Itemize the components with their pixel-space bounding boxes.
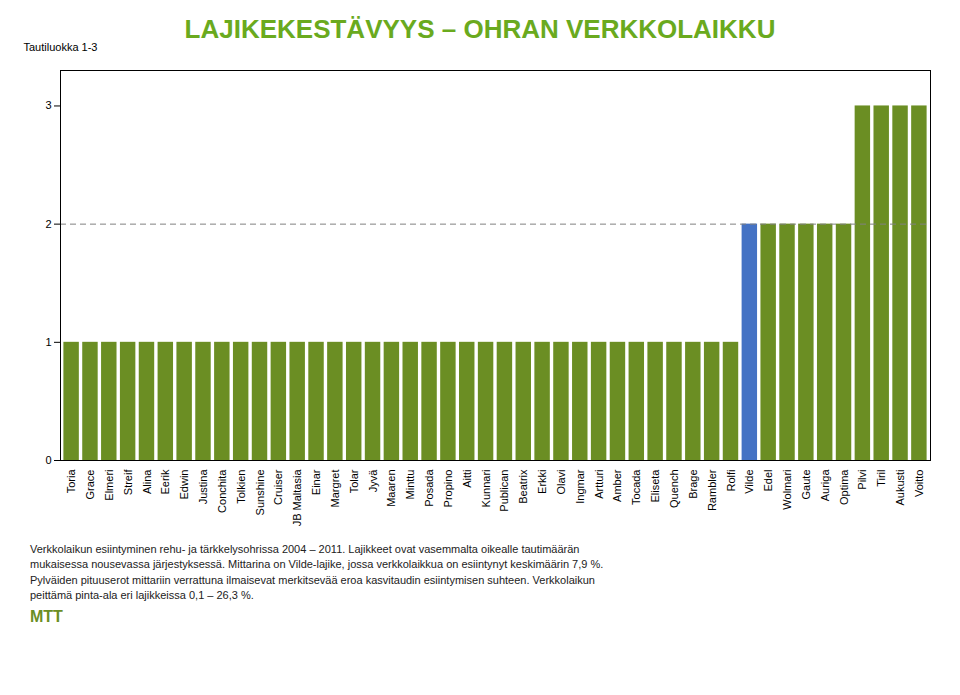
svg-text:Alina: Alina [140,469,152,494]
svg-text:3: 3 [45,99,51,111]
html-text:Verkkolaikun esiintyminen rehu: Verkkolaikun esiintyminen rehu- ja tärkk… [30,543,580,555]
svg-text:Edel: Edel [762,470,774,492]
svg-text:Quench: Quench [668,470,680,509]
svg-text:Sunshine: Sunshine [254,470,266,516]
svg-text:Minttu: Minttu [404,470,416,500]
svg-text:Erkki: Erkki [536,470,548,494]
svg-text:Publican: Publican [498,470,510,512]
svg-text:Wolmari: Wolmari [781,470,793,510]
svg-text:JB Maltasia: JB Maltasia [291,469,303,527]
svg-text:Optima: Optima [838,469,850,505]
svg-text:Grace: Grace [84,470,96,500]
svg-text:Tiril: Tiril [875,470,887,487]
svg-text:Beatrix: Beatrix [517,469,529,504]
svg-text:Edwin: Edwin [178,470,190,500]
svg-text:Vilde: Vilde [743,470,755,494]
svg-text:Elmeri: Elmeri [103,470,115,501]
svg-text:Artturi: Artturi [593,470,605,499]
svg-text:1: 1 [45,336,51,348]
html-text:LAJIKEKESTÄVYYS – OHRAN VERKKO: LAJIKEKESTÄVYYS – OHRAN VERKKOLAIKKU [184,14,776,44]
svg-text:Voitto: Voitto [913,470,925,498]
svg-text:Tocada: Tocada [630,469,642,505]
svg-text:Einar: Einar [310,469,322,495]
svg-text:Gaute: Gaute [800,470,812,500]
svg-text:Margret: Margret [329,470,341,508]
svg-text:Ingmar: Ingmar [574,469,586,504]
svg-text:Eerik: Eerik [159,469,171,495]
svg-text:Brage: Brage [687,470,699,499]
svg-text:Pilvi: Pilvi [856,470,868,490]
svg-text:2: 2 [45,218,51,230]
svg-text:Jyvä: Jyvä [367,469,379,493]
svg-text:Aukusti: Aukusti [894,470,906,506]
svg-text:0: 0 [45,454,51,466]
svg-text:Toria: Toria [65,469,77,494]
html-text:peittämä pinta-ala eri lajikke: peittämä pinta-ala eri lajikkeissa 0,1 –… [30,589,254,602]
svg-text:Tolkien: Tolkien [235,470,247,504]
html-text:mukaisessa nousevassa järjesty: mukaisessa nousevassa järjestyksessä. Mi… [30,558,604,571]
svg-text:Cruiser: Cruiser [272,469,284,505]
svg-text:Tolar: Tolar [348,469,360,493]
svg-text:Aitti: Aitti [461,470,473,488]
svg-text:Tautiluokka 1-3: Tautiluokka 1-3 [24,41,98,53]
svg-text:Olavi: Olavi [555,470,567,495]
svg-text:Maaren: Maaren [385,470,397,507]
svg-text:Rambler: Rambler [706,469,718,511]
html-text:MTT: MTT [30,607,63,625]
svg-text:Eliseta: Eliseta [649,469,661,503]
svg-text:Auriga: Auriga [819,469,831,502]
svg-text:Conchita: Conchita [216,469,228,513]
svg-text:Justina: Justina [197,469,209,505]
svg-text:Streif: Streif [122,469,134,496]
svg-text:Amber: Amber [611,469,623,502]
svg-text:Kunnari: Kunnari [480,470,492,508]
svg-text:Propino: Propino [442,470,454,508]
svg-text:Posada: Posada [423,469,435,507]
svg-text:Rolfi: Rolfi [725,470,737,492]
html-text:Pylväiden pituuserot mittariin: Pylväiden pituuserot mittariin verrattun… [30,573,595,586]
